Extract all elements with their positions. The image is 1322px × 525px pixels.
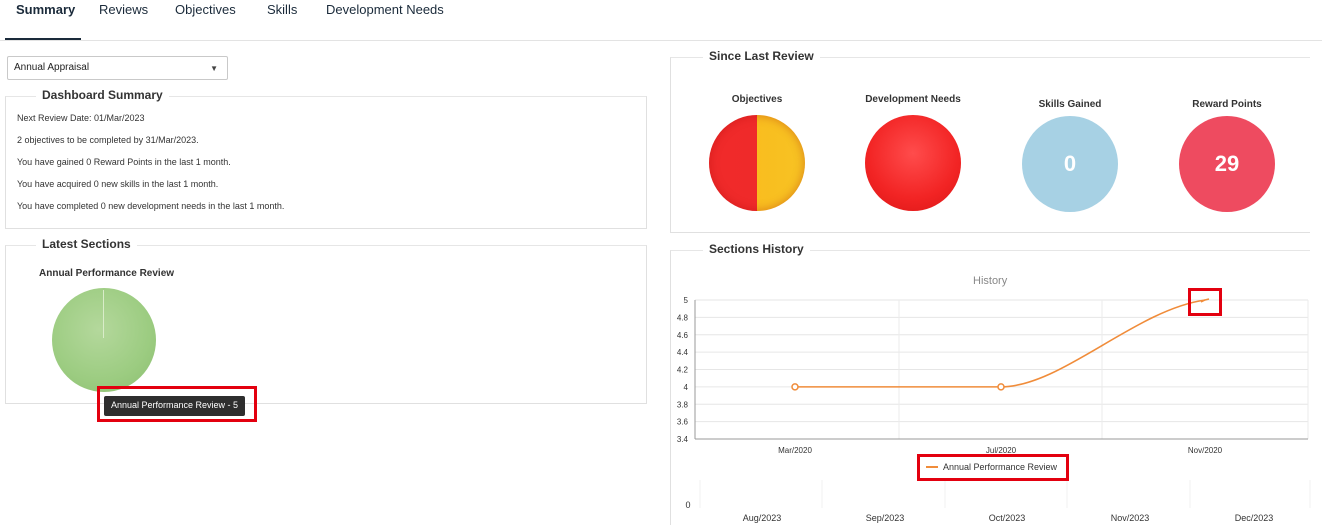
highlight-box-tooltip xyxy=(97,386,257,422)
legend-swatch xyxy=(926,466,938,468)
reward-points-summary: You have gained 0 Reward Points in the l… xyxy=(17,157,231,167)
reward-points-value: 29 xyxy=(1214,151,1240,176)
development-needs-summary: You have completed 0 new development nee… xyxy=(17,201,285,211)
tab-bar: Summary Reviews Objectives Skills Develo… xyxy=(0,0,1322,41)
reward-points-circle[interactable]: 29 xyxy=(1179,116,1275,212)
dashboard-summary-panel: Dashboard Summary Next Review Date: 01/M… xyxy=(5,88,647,229)
sections-history-legend: Sections History xyxy=(703,242,810,256)
latest-sections-panel: Latest Sections Annual Performance Revie… xyxy=(5,237,647,404)
skills-summary: You have acquired 0 new skills in the la… xyxy=(17,179,219,189)
development-needs-label: Development Needs xyxy=(865,94,961,105)
tab-reviews[interactable]: Reviews xyxy=(99,2,149,17)
skills-gained-value: 0 xyxy=(1063,151,1077,176)
dashboard-summary-legend: Dashboard Summary xyxy=(36,88,169,102)
history-chart-legend[interactable]: Annual Performance Review xyxy=(926,462,1057,472)
tab-objectives[interactable]: Objectives xyxy=(175,2,236,17)
objectives-summary: 2 objectives to be completed by 31/Mar/2… xyxy=(17,135,199,145)
sections-history-panel: Sections History xyxy=(670,242,1310,525)
pie-slice-divider xyxy=(103,290,104,338)
since-last-review-panel: Since Last Review xyxy=(670,49,1310,233)
legend-series-name: Annual Performance Review xyxy=(943,462,1058,472)
next-review-date: Next Review Date: 01/Mar/2023 xyxy=(17,113,145,123)
objectives-circle[interactable] xyxy=(709,115,805,211)
tab-skills[interactable]: Skills xyxy=(267,2,298,17)
latest-sections-legend: Latest Sections xyxy=(36,237,137,251)
skills-gained-label: Skills Gained xyxy=(1038,99,1102,110)
highlight-box-legend xyxy=(917,454,1069,481)
active-tab-indicator xyxy=(5,38,81,40)
development-needs-circle[interactable] xyxy=(865,115,961,211)
appraisal-select-value: Annual Appraisal xyxy=(14,62,90,73)
pie-tooltip: Annual Performance Review - 5 xyxy=(104,396,246,416)
skills-gained-circle[interactable]: 0 xyxy=(1022,116,1118,212)
chevron-down-icon: ▼ xyxy=(210,64,218,73)
latest-section-title: Annual Performance Review xyxy=(39,268,175,279)
appraisal-select[interactable]: Annual Appraisal ▼ xyxy=(7,56,228,80)
highlight-box-last-point xyxy=(1188,288,1222,316)
annual-performance-pie[interactable] xyxy=(52,288,156,392)
reward-points-label: Reward Points xyxy=(1192,99,1262,110)
tab-development-needs[interactable]: Development Needs xyxy=(326,2,444,17)
history-chart-title: History xyxy=(973,275,1008,287)
tab-summary[interactable]: Summary xyxy=(16,2,76,17)
since-last-review-legend: Since Last Review xyxy=(703,49,820,63)
objectives-label: Objectives xyxy=(731,94,783,105)
